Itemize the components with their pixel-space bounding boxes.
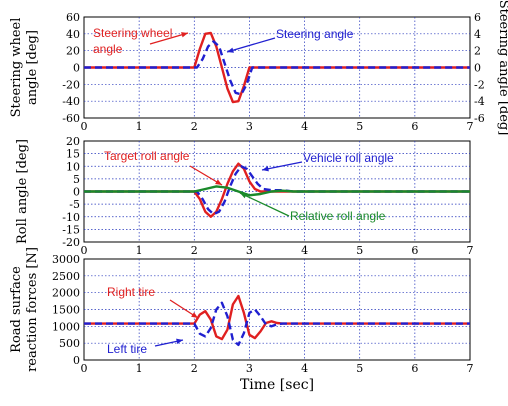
y2-tick-label: -6 <box>474 112 485 125</box>
y-tick-label: -40 <box>62 95 80 108</box>
right-tire-line <box>84 294 470 341</box>
x-tick-label: 6 <box>411 244 418 257</box>
x-tick-label: 4 <box>301 362 308 375</box>
y-tick-label: 60 <box>66 11 80 24</box>
y-tick-label: 2000 <box>52 287 80 300</box>
y-tick-label: 1000 <box>52 320 80 333</box>
y-tick-label: 0 <box>73 62 80 75</box>
x-tick-label: 1 <box>136 244 143 257</box>
arrowhead <box>240 193 247 199</box>
steering-wheel-angle-line <box>84 31 470 104</box>
y2-tick-label: 0 <box>474 62 481 75</box>
y-tick-label: 1500 <box>52 304 80 317</box>
y-tick-label: -60 <box>62 112 80 125</box>
y-tick-label: 500 <box>59 337 80 350</box>
y-tick-label: -5 <box>69 198 80 211</box>
arrowhead <box>191 312 198 318</box>
annotation-label: Right tire <box>107 285 155 299</box>
x-tick-label: 1 <box>136 362 143 375</box>
x-tick-label: 3 <box>246 244 253 257</box>
annotation-label: Relative roll angle <box>290 209 386 223</box>
annotation-label: Left tire <box>107 342 147 356</box>
arrowhead <box>215 179 222 185</box>
vehicle-roll-angle-line <box>84 165 470 216</box>
x-tick-label: 7 <box>467 244 474 257</box>
y-axis-label: angle [deg] <box>25 30 40 105</box>
x-tick-label: 5 <box>356 120 363 133</box>
x-tick-label: 2 <box>191 362 198 375</box>
annotation-arrow <box>239 192 290 217</box>
y-tick-label: -20 <box>62 78 80 91</box>
y-tick-label: 20 <box>66 45 80 58</box>
y-axis-label: Road surface <box>9 266 24 353</box>
y-tick-label: 0 <box>73 186 80 199</box>
x-tick-label: 0 <box>81 362 88 375</box>
annotation-arrow <box>149 32 189 45</box>
x-tick-label: 0 <box>81 120 88 133</box>
y-tick-label: -10 <box>62 211 80 224</box>
left-tire-line <box>84 301 470 347</box>
y-tick-label: -20 <box>62 236 80 249</box>
y-tick-label: 40 <box>66 28 80 41</box>
steering-panel: 0 1 2 3 4 5 6 76040200-20-40-606420-2-4-6Steeri… <box>9 0 508 135</box>
arrowhead <box>176 338 183 345</box>
y-tick-label: 2500 <box>52 270 80 283</box>
x-tick-label: 4 <box>301 120 308 133</box>
x-tick-label: 6 <box>411 362 418 375</box>
annotation-label: angle <box>93 42 123 56</box>
y-tick-label: 20 <box>66 135 80 148</box>
x-tick-label: 2 <box>191 120 198 133</box>
x-axis-label: Time [sec] <box>240 377 314 393</box>
y-axis-label: reaction forces [N] <box>25 247 40 372</box>
x-tick-label: 5 <box>356 362 363 375</box>
x-tick-label: 3 <box>246 362 253 375</box>
annotation-arrow <box>261 161 303 171</box>
y2-tick-label: -2 <box>474 78 485 91</box>
y2-tick-label: 4 <box>474 28 481 41</box>
x-tick-label: 2 <box>191 244 198 257</box>
x-tick-label: 6 <box>411 120 418 133</box>
arrowhead <box>227 47 234 53</box>
annotation-arrow <box>226 37 276 53</box>
annotation-label: Steering wheel <box>93 26 172 40</box>
annotation-label: Steering angle <box>276 27 354 41</box>
y-tick-label: 5 <box>73 173 80 186</box>
annotation-label: Vehicle roll angle <box>303 151 394 165</box>
arrowhead <box>181 32 188 38</box>
steering-angle-line <box>84 40 470 96</box>
x-tick-label: 4 <box>301 244 308 257</box>
x-tick-label: 3 <box>246 120 253 133</box>
y-axis-label: Steering wheel <box>9 18 24 118</box>
x-tick-label: 1 <box>136 120 143 133</box>
x-tick-label: 7 <box>467 362 474 375</box>
y2-tick-label: 6 <box>474 11 481 24</box>
y-tick-label: 0 <box>73 354 80 367</box>
x-tick-label: 7 <box>467 120 474 133</box>
y-tick-label: -15 <box>62 223 80 236</box>
arrowhead <box>262 166 269 172</box>
y2-axis-label: Steering angle [deg] <box>496 0 508 135</box>
y-tick-label: 15 <box>66 148 80 161</box>
y-axis-label: Roll angle [deg] <box>15 139 30 244</box>
target-roll-angle-line <box>84 162 470 219</box>
y2-tick-label: 2 <box>474 45 481 58</box>
y2-tick-label: -4 <box>474 95 485 108</box>
x-tick-label: 5 <box>356 244 363 257</box>
x-tick-label: 0 <box>81 244 88 257</box>
y-tick-label: 10 <box>66 160 80 173</box>
y-tick-label: 3000 <box>52 253 80 266</box>
annotation-label: Target roll angle <box>104 149 190 163</box>
